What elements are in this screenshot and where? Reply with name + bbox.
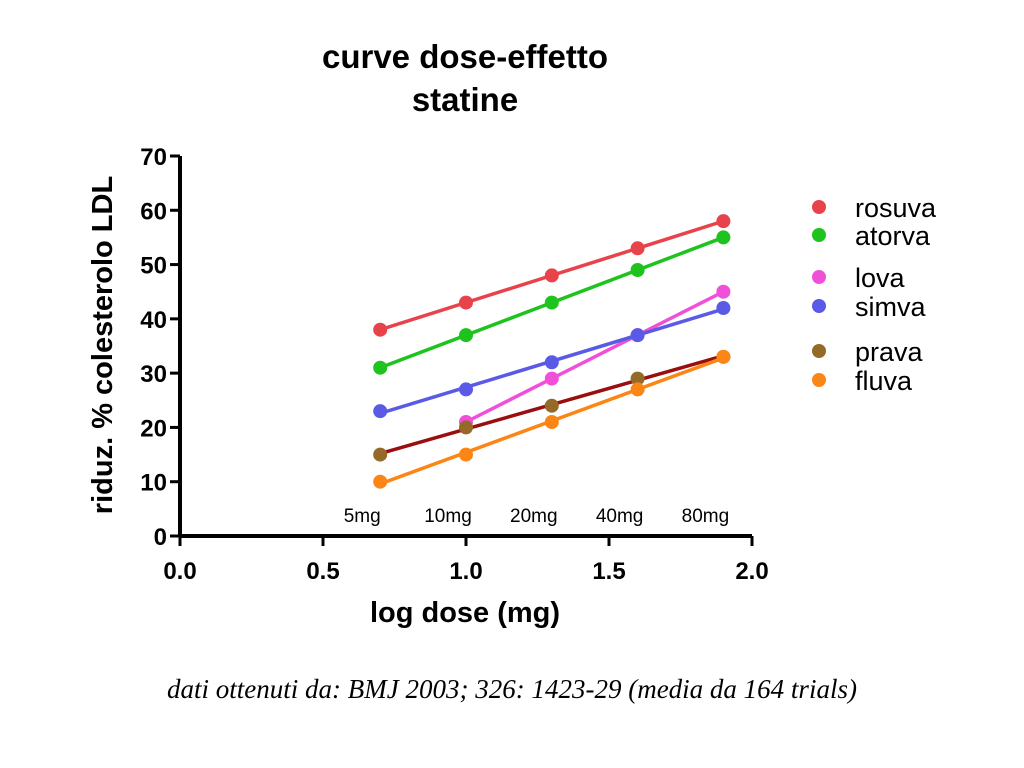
data-point-prava: [544, 398, 559, 413]
data-point-fluva: [716, 349, 731, 364]
y-tick-label: 40: [140, 307, 167, 334]
y-tick-label: 70: [140, 144, 167, 171]
data-point-atorva: [630, 263, 645, 277]
legend-marker-simva: [812, 299, 826, 313]
legend-marker-fluva: [812, 373, 826, 387]
data-point-simva: [459, 382, 473, 397]
legend-label-lova: lova: [855, 263, 906, 293]
legend-label-atorva: atorva: [855, 221, 931, 251]
x-tick-label: 2.0: [735, 558, 768, 585]
dose-label: 40mg: [596, 506, 644, 527]
legend-label-prava: prava: [855, 337, 924, 367]
data-point-fluva: [630, 382, 645, 397]
data-point-atorva: [373, 360, 388, 375]
dose-label: 10mg: [424, 506, 472, 527]
y-tick-label: 0: [154, 524, 167, 551]
data-point-prava: [459, 420, 473, 435]
data-points: [373, 214, 731, 489]
source-caption: dati ottenuti da: BMJ 2003; 326: 1423-29…: [167, 674, 857, 704]
axes: 0 10 20 30 40 50 60 70 0.0 0.5 1.0 1.5 2.0: [140, 144, 768, 585]
x-tick-label: 0.5: [306, 558, 339, 585]
dose-label: 5mg: [344, 506, 381, 527]
y-tick-label: 50: [140, 253, 167, 280]
x-tick-label: 1.5: [592, 558, 625, 585]
dose-label: 20mg: [510, 506, 558, 527]
legend-label-fluva: fluva: [855, 366, 913, 396]
data-point-simva: [716, 301, 731, 315]
data-point-rosuva: [459, 295, 473, 310]
legend-marker-prava: [812, 344, 826, 358]
data-point-fluva: [544, 415, 559, 429]
y-tick-label: 20: [140, 415, 167, 442]
dose-labels: 5mg 10mg 20mg 40mg 80mg: [344, 506, 729, 527]
legend-marker-rosuva: [812, 200, 826, 214]
data-point-prava: [373, 447, 388, 462]
y-tick-label: 60: [140, 198, 167, 225]
data-point-rosuva: [716, 214, 731, 229]
y-tick-label: 10: [140, 470, 167, 497]
series-line-lova: [465, 290, 725, 424]
data-point-atorva: [716, 230, 731, 245]
x-axis-label: log dose (mg): [370, 597, 560, 629]
data-point-simva: [544, 355, 559, 370]
legend-label-simva: simva: [855, 292, 926, 322]
x-tick-label: 1.0: [449, 558, 482, 585]
data-point-atorva: [459, 328, 473, 343]
data-point-fluva: [459, 447, 473, 462]
data-point-atorva: [544, 295, 559, 310]
legend-marker-atorva: [812, 228, 826, 242]
data-point-rosuva: [373, 322, 388, 337]
data-point-rosuva: [630, 241, 645, 256]
y-axis-label: riduz. % colesterolo LDL: [87, 176, 119, 514]
chart-title-line2: statine: [411, 81, 519, 118]
legend-label-rosuva: rosuva: [855, 193, 937, 223]
x-tick-label: 0.0: [163, 558, 196, 585]
legend-marker-lova: [812, 270, 826, 284]
data-point-lova: [716, 284, 731, 299]
chart-title-line1: curve dose-effetto: [321, 38, 609, 75]
data-point-lova: [544, 371, 559, 386]
data-point-simva: [373, 404, 388, 419]
regression-lines: [379, 219, 725, 486]
data-point-simva: [630, 328, 645, 343]
data-point-rosuva: [544, 268, 559, 283]
data-point-prava: [630, 371, 645, 386]
dose-label: 80mg: [682, 506, 730, 527]
data-point-fluva: [373, 474, 388, 489]
y-tick-label: 30: [140, 361, 167, 388]
